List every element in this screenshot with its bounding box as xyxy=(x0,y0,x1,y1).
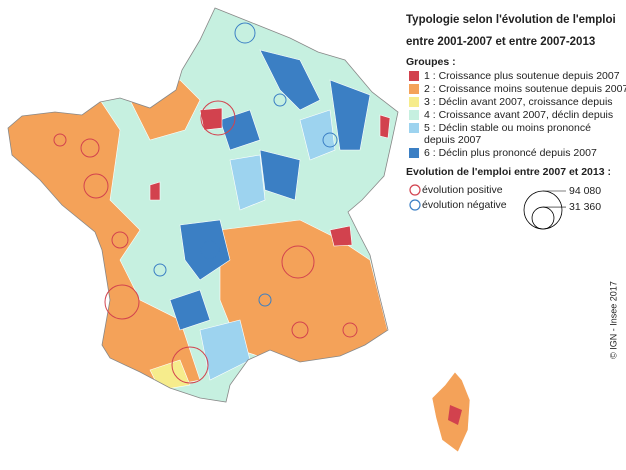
group-swatch xyxy=(409,123,419,133)
groups-title: Groupes : xyxy=(406,56,456,68)
negative-label: évolution négative xyxy=(422,199,507,211)
group-label: 4 : Croissance avant 2007, déclin depuis xyxy=(424,109,613,121)
group-swatch xyxy=(409,148,419,158)
group-label: 1 : Croissance plus soutenue depuis 2007 xyxy=(424,70,620,82)
group-label: 5 : Déclin stable ou moins prononcé xyxy=(424,122,591,134)
group-label: depuis 2007 xyxy=(424,134,481,146)
group-label: 2 : Croissance moins soutenue depuis 200… xyxy=(424,83,626,95)
france-outline xyxy=(7,7,399,403)
corsica xyxy=(431,371,471,453)
group-swatch xyxy=(409,71,419,81)
legend-title: Typologie selon l'évolution de l'emploi xyxy=(406,14,616,26)
group-swatch xyxy=(409,110,419,120)
size-label: 31 360 xyxy=(569,201,601,213)
group-label: 3 : Déclin avant 2007, croissance depuis xyxy=(424,96,613,108)
size-label: 94 080 xyxy=(569,185,601,197)
legend-title: entre 2001-2007 et entre 2007-2013 xyxy=(406,36,595,48)
negative-symbol xyxy=(409,199,421,211)
map-circles xyxy=(53,22,358,384)
group-swatch xyxy=(409,84,419,94)
legend: Typologie selon l'évolution de l'emploi e… xyxy=(406,14,626,230)
group-swatch xyxy=(409,97,419,107)
positive-symbol xyxy=(409,184,421,196)
legend-box xyxy=(400,8,622,236)
group-label: 6 : Déclin plus prononcé depuis 2007 xyxy=(424,147,597,159)
circles-title: Evolution de l'emploi entre 2007 et 2013… xyxy=(406,166,611,178)
credit: © IGN - Insee 2017 xyxy=(608,281,618,359)
positive-label: évolution positive xyxy=(422,184,503,196)
